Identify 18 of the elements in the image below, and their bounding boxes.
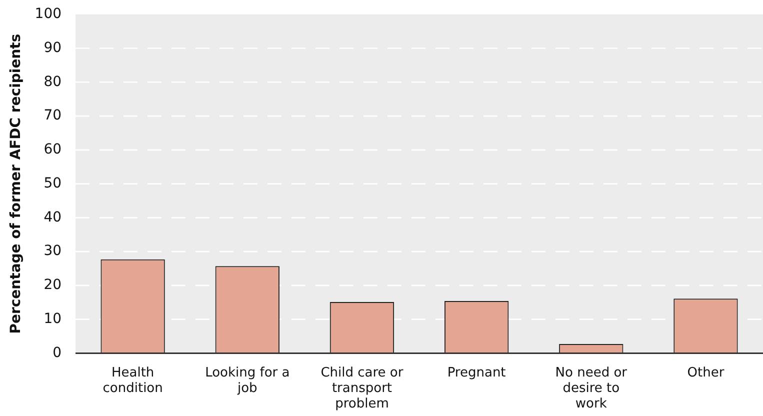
y-tick-label: 30 xyxy=(44,243,62,260)
y-tick-label: 70 xyxy=(44,108,62,124)
y-tick-label: 90 xyxy=(44,40,62,56)
x-tick-label: No need or desire to work xyxy=(555,365,628,412)
y-tick-label: 10 xyxy=(44,310,62,327)
y-axis-title: Percentage of former AFDC recipients xyxy=(8,34,24,334)
y-tick-label: 0 xyxy=(52,344,62,361)
y-tick-label: 20 xyxy=(44,277,62,294)
x-tick-label: Health condition xyxy=(102,365,163,396)
x-tick-label: Other xyxy=(687,365,725,380)
y-tick-label: 80 xyxy=(44,74,62,90)
y-tick-label: 60 xyxy=(44,142,62,158)
y-tick-label: 40 xyxy=(44,209,62,226)
x-tick-label: Pregnant xyxy=(447,365,506,380)
x-tick-label: Looking for a job xyxy=(205,365,290,396)
x-tick-label: Child care or transport problem xyxy=(320,365,404,412)
y-tick-label: 100 xyxy=(34,6,62,22)
y-tick-label: 50 xyxy=(44,175,62,192)
